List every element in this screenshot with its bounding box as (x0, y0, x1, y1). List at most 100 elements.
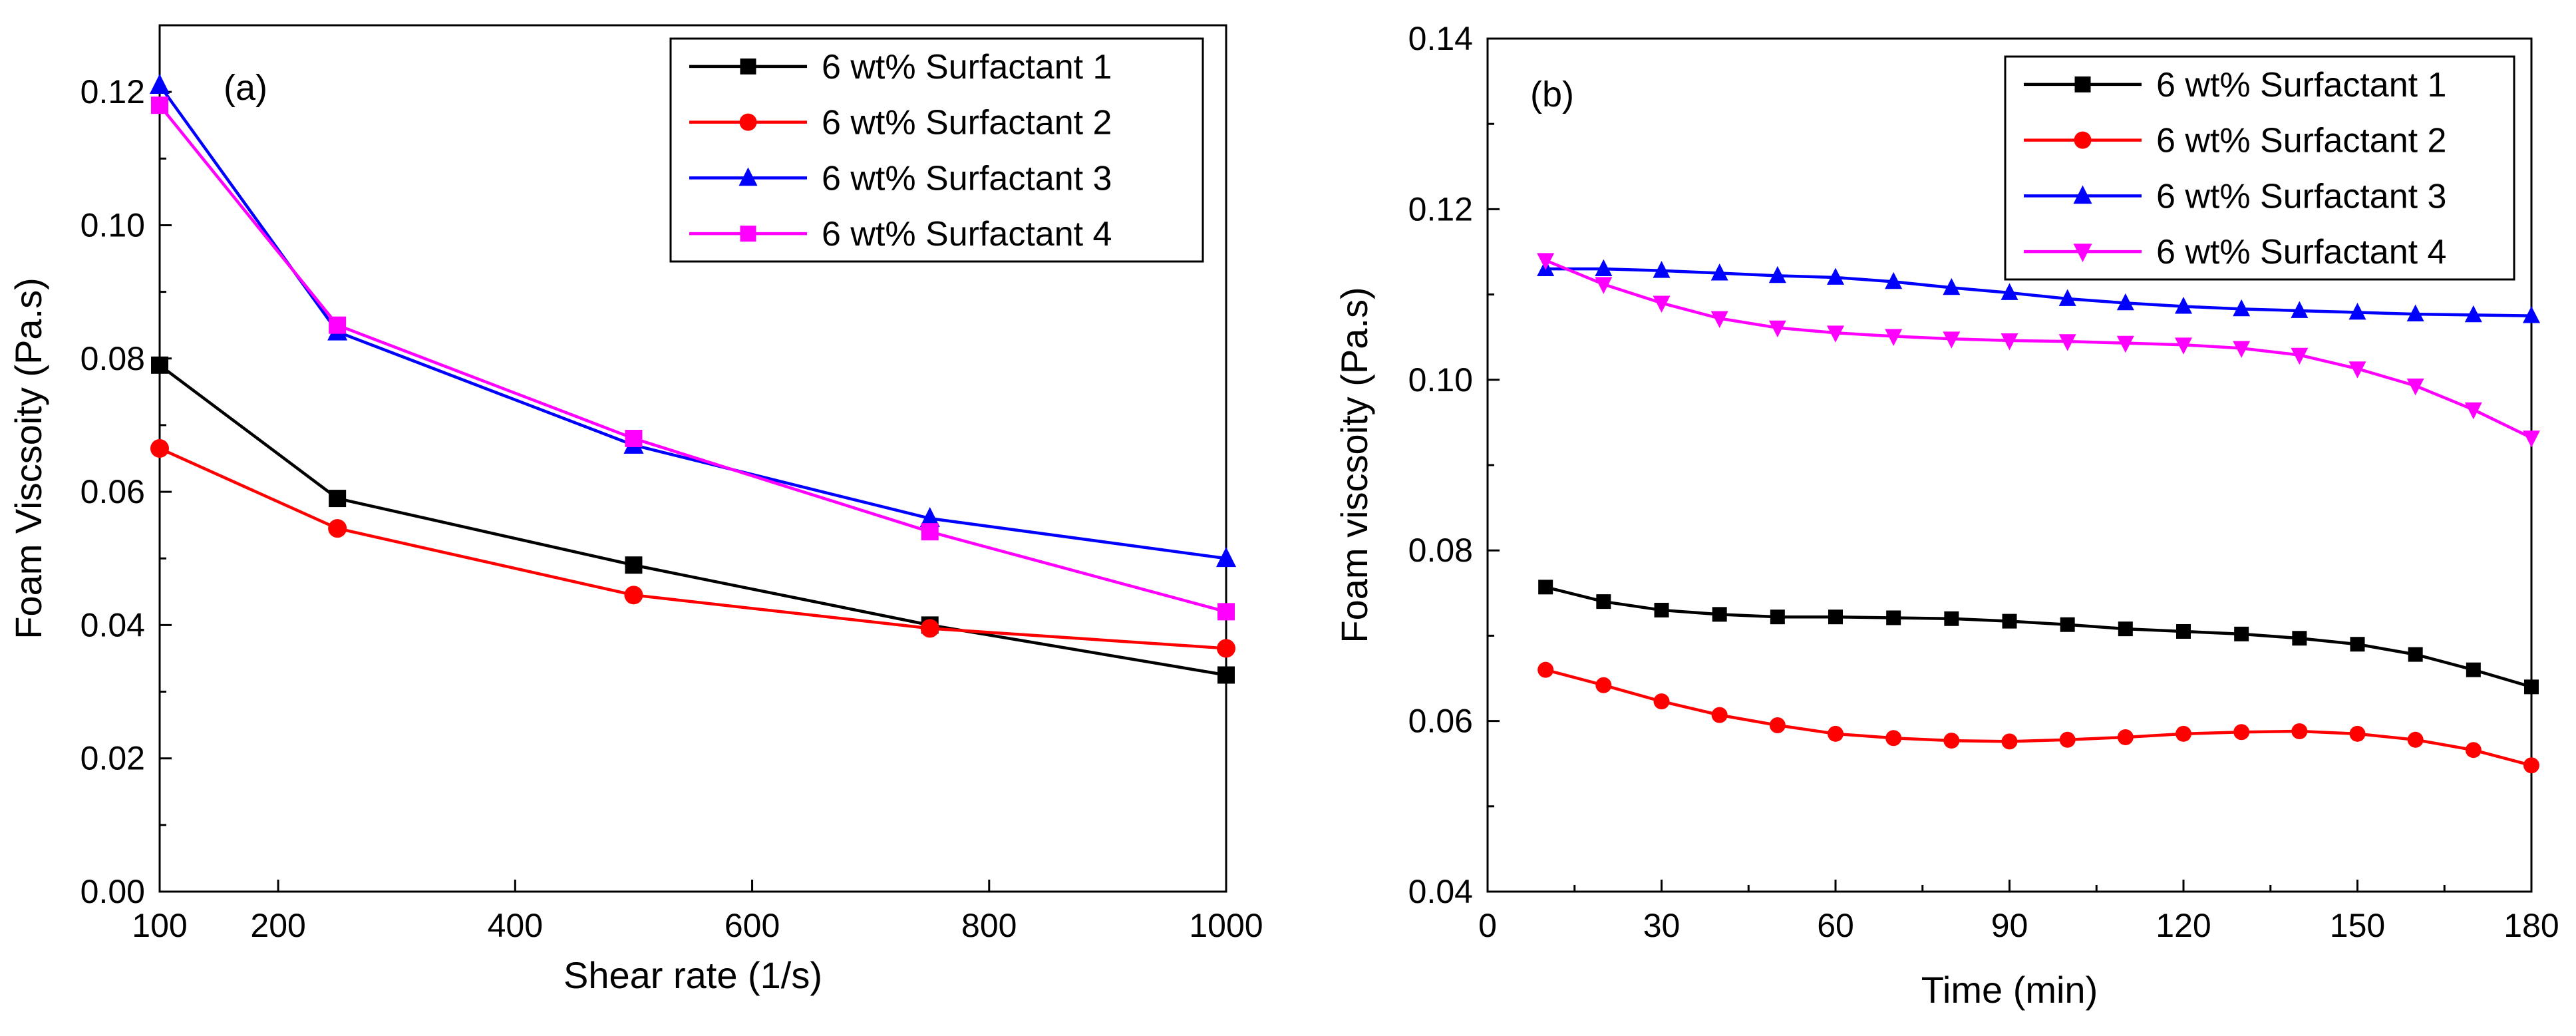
y-axis-label: Foam Viscsoity (Pa.s) (7, 277, 49, 639)
data-point (919, 506, 940, 528)
data-point (1654, 602, 1669, 617)
data-point (2060, 617, 2075, 632)
legend-entry: 6 wt% Surfactant 3 (822, 159, 1112, 198)
legend-entry: 6 wt% Surfactant 4 (822, 215, 1112, 254)
data-point (2291, 301, 2309, 318)
y-tick-label: 0.02 (80, 740, 145, 777)
series-2 (1537, 661, 2539, 774)
data-point (2524, 679, 2539, 695)
legend-box (2004, 55, 2515, 281)
x-tick-label: 150 (2330, 907, 2385, 944)
data-point (2291, 723, 2308, 739)
data-point (1653, 261, 1671, 278)
data-point (1710, 263, 1728, 281)
data-point (2523, 306, 2540, 323)
x-tick-label: 30 (1643, 907, 1681, 944)
data-point (2233, 299, 2251, 317)
data-point (2058, 289, 2076, 306)
legend-marker (2073, 244, 2092, 262)
data-point (1217, 603, 1235, 621)
data-point (2348, 361, 2366, 379)
data-point (921, 523, 939, 541)
data-point (1537, 661, 1554, 678)
y-tick-label: 0.12 (1408, 190, 1473, 228)
data-point (2407, 731, 2424, 748)
x-tick-label: 60 (1817, 907, 1854, 944)
legend: 6 wt% Surfactant 1 6 wt% Surfactant 2 6 wt… (2004, 55, 2515, 281)
data-point (2118, 621, 2133, 637)
data-point (151, 356, 168, 374)
legend-entry: 6 wt% Surfactant 1 (2156, 66, 2446, 104)
data-point (2292, 631, 2307, 646)
y-tick-label: 0.14 (1408, 20, 1473, 57)
data-point (2234, 626, 2249, 641)
data-point (2001, 333, 2018, 351)
data-point (2175, 297, 2192, 314)
data-point (329, 490, 347, 508)
legend-box (669, 37, 1204, 263)
legend-entry: 6 wt% Surfactant 1 (822, 48, 1112, 86)
data-point (1595, 259, 1613, 277)
data-point (2175, 725, 2191, 742)
data-point (1885, 329, 1903, 346)
x-tick-label: 180 (2503, 907, 2559, 944)
y-tick-label: 0.04 (80, 606, 145, 643)
data-point (328, 519, 347, 538)
legend-marker (738, 167, 758, 186)
data-point (1537, 253, 1555, 270)
y-tick-label: 0.00 (80, 873, 145, 910)
y-axis-label: Foam viscsoity (Pa.s) (1333, 287, 1375, 643)
data-point (1886, 610, 1901, 625)
series-1 (151, 356, 1235, 684)
data-point (1538, 580, 1553, 595)
data-point (2464, 402, 2482, 420)
data-point (2116, 293, 2134, 311)
data-point (1885, 271, 1903, 289)
x-tick-label: 200 (250, 907, 305, 944)
legend-entry: 6 wt% Surfactant 4 (2156, 233, 2446, 271)
data-point (624, 586, 643, 605)
data-point (2058, 334, 2076, 351)
y-tick-label: 0.06 (1408, 703, 1473, 740)
data-point (2291, 347, 2309, 365)
legend-marker (2074, 131, 2092, 149)
data-point (2001, 283, 2018, 300)
y-tick-label: 0.06 (80, 473, 145, 510)
data-point (2466, 662, 2481, 677)
x-tick-label: 120 (2156, 907, 2211, 944)
x-tick-label: 600 (724, 907, 780, 944)
x-tick-label: 800 (961, 907, 1017, 944)
data-point (920, 619, 939, 638)
legend: 6 wt% Surfactant 1 6 wt% Surfactant 2 6 wt… (669, 37, 1204, 263)
data-point (1943, 733, 1960, 749)
data-point (1768, 265, 1786, 283)
data-point (2348, 303, 2366, 320)
data-point (150, 438, 169, 458)
panel-label: (b) (1530, 75, 1574, 114)
series-1 (1538, 580, 2539, 695)
data-point (1768, 320, 1786, 338)
data-point (2464, 305, 2482, 323)
data-point (150, 73, 170, 94)
data-point (2002, 613, 2017, 629)
series-line (1545, 586, 2532, 689)
chart-panel-a: 100 200 400 600 800 1000 0.00 0.02 0.04 0.06 0.08 0… (7, 24, 1263, 996)
data-point (1770, 609, 1785, 625)
data-point (1653, 295, 1671, 313)
series-line (159, 446, 1227, 650)
data-point (1827, 267, 1844, 285)
data-point (1943, 277, 1961, 295)
data-point (2116, 335, 2134, 353)
legend-marker (2073, 185, 2092, 204)
data-point (1217, 639, 1235, 658)
data-point (2349, 725, 2366, 742)
x-axis-label: Shear rate (1/s) (564, 954, 822, 996)
series-line (1545, 259, 2532, 440)
data-point (625, 556, 643, 574)
series-4 (151, 96, 1235, 621)
legend-entry: 6 wt% Surfactant 2 (2156, 122, 2446, 160)
data-point (1595, 677, 1612, 693)
data-point (1653, 693, 1670, 710)
data-point (2059, 731, 2076, 748)
